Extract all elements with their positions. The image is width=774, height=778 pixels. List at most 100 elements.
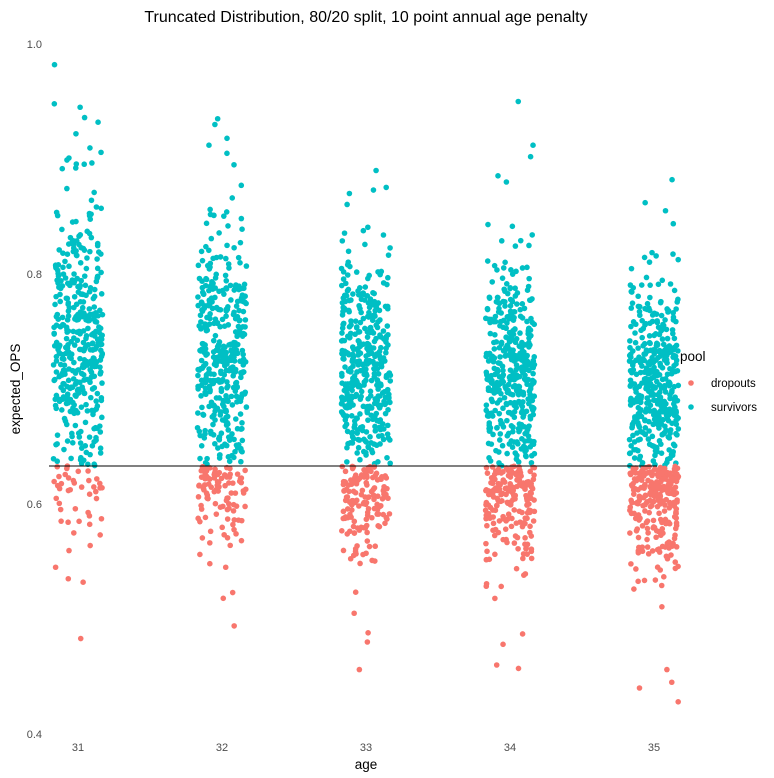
data-point-dropouts: [356, 666, 363, 673]
data-point-survivors: [226, 265, 232, 271]
data-point-dropouts: [231, 517, 238, 523]
data-point-survivors: [83, 265, 90, 272]
data-point-survivors: [62, 258, 68, 265]
data-point-survivors: [662, 317, 668, 323]
data-point-survivors: [224, 242, 230, 249]
data-point-dropouts: [382, 520, 388, 527]
data-point-survivors: [210, 337, 217, 344]
data-point-dropouts: [368, 468, 374, 475]
data-point-dropouts: [673, 510, 679, 517]
data-point-survivors: [373, 302, 380, 309]
data-point-survivors: [526, 388, 533, 395]
data-point-dropouts: [524, 541, 531, 548]
data-point-survivors: [494, 267, 500, 273]
data-point-survivors: [365, 444, 371, 450]
data-point-survivors: [360, 315, 367, 322]
data-point-survivors: [490, 431, 496, 438]
data-point-survivors: [85, 317, 92, 324]
data-point-survivors: [53, 293, 59, 300]
data-point-dropouts: [630, 480, 636, 487]
data-point-dropouts: [508, 523, 515, 530]
data-point-survivors: [366, 405, 372, 412]
data-point-survivors: [371, 338, 378, 345]
data-point-survivors: [492, 371, 499, 377]
data-point-dropouts: [630, 465, 637, 471]
data-point-survivors: [223, 277, 230, 284]
data-point-survivors: [365, 360, 371, 366]
data-point-survivors: [372, 313, 378, 319]
data-point-survivors: [83, 401, 89, 408]
data-point-survivors: [646, 333, 653, 339]
data-point-survivors: [97, 429, 104, 435]
data-point-survivors: [195, 294, 201, 300]
data-point-dropouts: [528, 533, 535, 539]
data-point-survivors: [60, 387, 67, 394]
data-point-survivors: [383, 349, 389, 356]
data-point-survivors: [643, 347, 650, 354]
data-point-survivors: [223, 414, 229, 421]
data-point-dropouts: [507, 501, 514, 508]
data-point-dropouts: [485, 510, 492, 517]
data-point-survivors: [344, 459, 350, 465]
data-point-survivors: [498, 238, 505, 244]
data-point-survivors: [225, 261, 232, 267]
data-point-survivors: [339, 380, 345, 386]
data-point-survivors: [98, 334, 104, 341]
data-point-survivors: [66, 263, 72, 270]
data-point-survivors: [196, 323, 203, 329]
data-point-survivors: [365, 341, 372, 348]
data-point-survivors: [206, 366, 212, 372]
data-point-dropouts: [85, 509, 91, 516]
data-point-survivors: [519, 315, 526, 321]
data-point-survivors: [228, 347, 235, 353]
data-point-dropouts: [645, 477, 651, 484]
data-point-survivors: [357, 411, 363, 417]
data-point-survivors: [531, 354, 538, 360]
data-point-survivors: [660, 321, 666, 328]
y-tick-label: 0.6: [27, 499, 42, 511]
data-point-dropouts: [642, 481, 648, 488]
data-point-survivors: [212, 332, 219, 339]
data-point-survivors: [647, 320, 653, 327]
data-point-survivors: [222, 272, 229, 279]
data-point-survivors: [520, 391, 527, 398]
data-point-dropouts: [65, 519, 71, 526]
data-point-survivors: [58, 407, 65, 413]
data-point-survivors: [59, 314, 66, 321]
data-point-survivors: [627, 383, 634, 389]
data-point-dropouts: [635, 549, 642, 556]
data-point-dropouts: [376, 523, 383, 530]
data-point-dropouts: [659, 526, 666, 532]
data-point-dropouts: [364, 529, 370, 536]
data-point-survivors: [632, 321, 639, 328]
data-point-survivors: [381, 426, 387, 432]
data-point-dropouts: [370, 486, 377, 493]
data-point-dropouts: [492, 507, 499, 514]
data-point-survivors: [239, 437, 246, 444]
data-point-dropouts: [498, 583, 505, 590]
data-point-survivors: [374, 366, 381, 372]
data-point-dropouts: [635, 475, 642, 482]
data-point-survivors: [671, 335, 678, 342]
data-point-survivors: [499, 275, 506, 281]
data-point-survivors: [491, 346, 498, 352]
data-point-dropouts: [233, 531, 239, 537]
data-point-survivors: [497, 417, 504, 424]
data-point-survivors: [387, 460, 393, 467]
data-point-survivors: [513, 268, 519, 275]
data-point-survivors: [64, 391, 71, 398]
data-point-survivors: [645, 376, 652, 383]
data-point-survivors: [493, 388, 500, 395]
data-point-survivors: [673, 421, 680, 428]
data-point-survivors: [98, 291, 105, 297]
data-point-dropouts: [493, 662, 500, 668]
data-point-survivors: [354, 369, 360, 375]
data-point-survivors: [639, 459, 646, 466]
data-point-survivors: [344, 201, 350, 208]
data-point-survivors: [664, 335, 671, 342]
data-point-dropouts: [647, 503, 654, 510]
data-point-survivors: [232, 416, 239, 422]
data-point-dropouts: [515, 545, 521, 552]
data-point-survivors: [641, 254, 648, 261]
data-point-dropouts: [527, 523, 533, 530]
